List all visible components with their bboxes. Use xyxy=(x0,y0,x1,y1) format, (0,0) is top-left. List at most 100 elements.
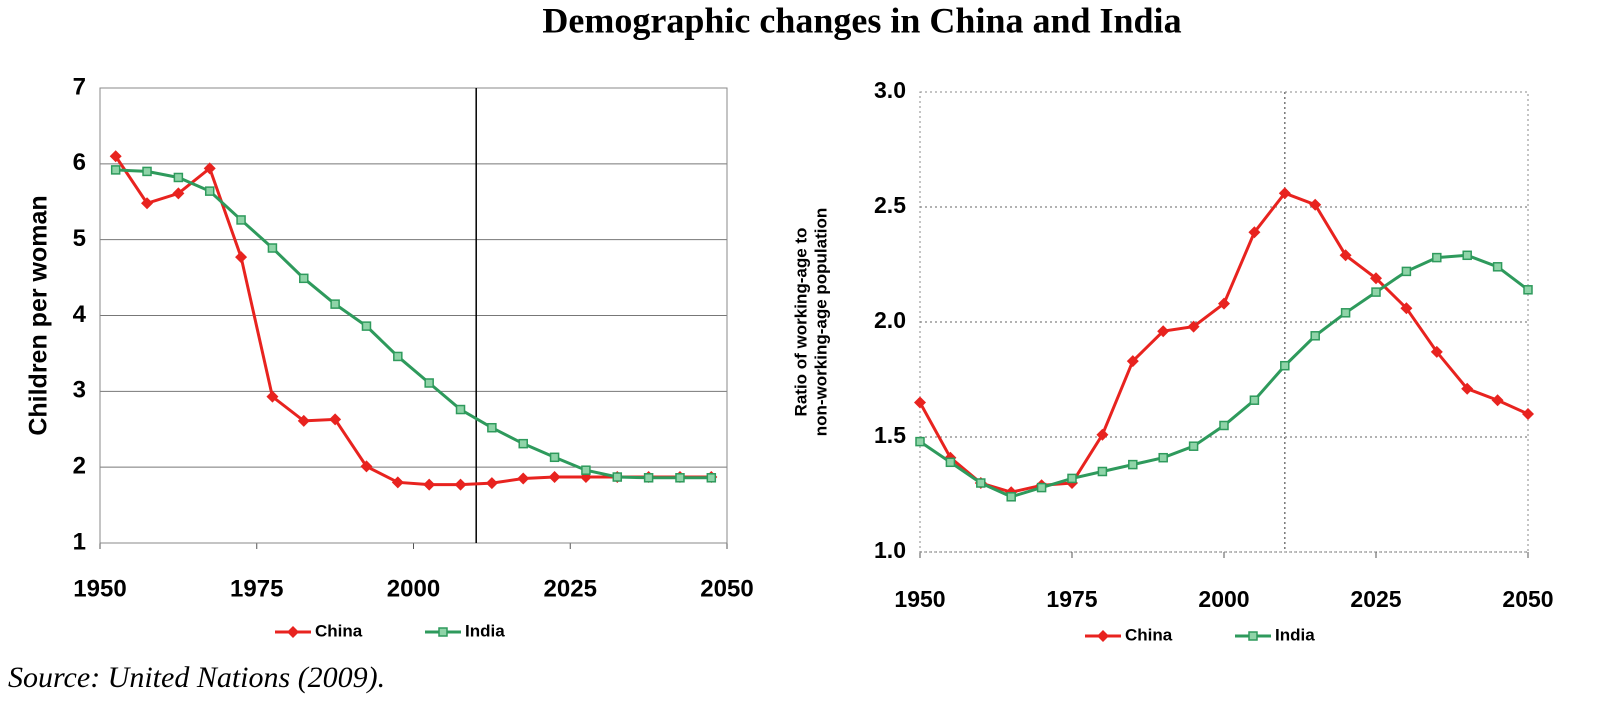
point-marker xyxy=(109,150,122,163)
x-tick-label: 2000 xyxy=(387,575,440,602)
point-marker xyxy=(424,378,434,388)
point-marker xyxy=(1462,250,1472,261)
y-tick-label: 3.0 xyxy=(874,77,906,103)
point-marker xyxy=(423,478,436,491)
series-line xyxy=(115,168,712,480)
point-marker xyxy=(1097,466,1108,477)
x-tick-label: 2000 xyxy=(1198,586,1249,612)
y-tick-label: 3 xyxy=(73,377,86,404)
point-marker xyxy=(1491,394,1504,407)
point-marker xyxy=(235,251,248,264)
legend-marker xyxy=(1248,631,1258,641)
point-marker xyxy=(487,422,497,433)
point-marker xyxy=(172,187,185,200)
point-marker xyxy=(1158,452,1168,463)
point-marker xyxy=(485,477,498,490)
point-marker xyxy=(299,273,309,284)
point-marker xyxy=(1126,355,1139,368)
point-marker xyxy=(1188,441,1199,451)
point-marker xyxy=(236,215,246,225)
source-note: Source: United Nations (2009). xyxy=(8,661,385,694)
point-marker xyxy=(1067,473,1077,484)
legend-marker-shape xyxy=(287,626,299,638)
point-marker xyxy=(173,172,184,183)
legend-label: China xyxy=(315,621,363,640)
x-tick-label: 2025 xyxy=(544,575,597,602)
point-marker xyxy=(643,473,654,483)
x-tick-label: 2025 xyxy=(1350,586,1401,612)
y-tick-label: 7 xyxy=(73,73,86,100)
point-marker xyxy=(110,165,121,175)
point-marker xyxy=(675,473,685,483)
point-marker xyxy=(204,186,215,196)
plot-frame xyxy=(99,87,728,544)
point-marker xyxy=(267,243,278,253)
y-tick-label: 6 xyxy=(73,149,86,176)
point-marker xyxy=(1310,331,1320,341)
x-tick-label: 1950 xyxy=(894,586,945,612)
y-tick-label: 1.0 xyxy=(874,537,906,563)
y-tick-label: 5 xyxy=(73,225,86,252)
x-tick-label: 1975 xyxy=(1046,586,1097,612)
y-axis-label: Ratio of working-age to xyxy=(791,228,810,417)
point-marker xyxy=(360,460,373,473)
point-marker xyxy=(297,414,310,427)
point-marker xyxy=(1371,287,1381,297)
point-marker xyxy=(915,436,925,447)
point-marker xyxy=(1187,320,1200,333)
point-marker xyxy=(1340,308,1351,318)
legend-marker-shape xyxy=(1097,630,1109,642)
point-marker xyxy=(1400,302,1413,315)
point-marker xyxy=(393,351,403,362)
point-marker xyxy=(1249,395,1260,405)
legend-label: China xyxy=(1125,625,1173,644)
point-marker xyxy=(548,471,561,484)
y-axis-label: Children per woman xyxy=(25,195,53,435)
point-marker xyxy=(1278,187,1291,200)
y-tick-label: 4 xyxy=(73,301,87,328)
point-marker xyxy=(1430,345,1443,358)
x-tick-label: 2050 xyxy=(700,575,753,602)
point-marker xyxy=(142,166,152,177)
point-marker xyxy=(391,476,404,489)
point-marker xyxy=(612,472,623,482)
point-marker xyxy=(1219,420,1229,431)
point-marker xyxy=(1036,482,1047,493)
point-marker xyxy=(266,390,279,403)
legend-marker-shape xyxy=(438,627,448,637)
point-marker xyxy=(1370,272,1382,285)
point-marker xyxy=(517,472,530,485)
x-tick-label: 1950 xyxy=(73,575,126,602)
y-tick-label: 1 xyxy=(73,528,86,555)
point-marker xyxy=(945,457,956,468)
point-marker xyxy=(706,473,717,483)
y-tick-label: 2 xyxy=(73,453,86,480)
point-marker xyxy=(1280,360,1290,371)
point-marker xyxy=(361,321,372,331)
point-marker xyxy=(454,478,467,491)
plot-frame xyxy=(919,91,1529,553)
point-marker xyxy=(1401,266,1412,277)
point-marker xyxy=(518,438,528,449)
y-axis-label: non-working-age population xyxy=(811,208,830,437)
x-tick-label: 2050 xyxy=(1502,586,1553,612)
point-marker xyxy=(1006,492,1016,502)
point-marker xyxy=(455,404,466,415)
point-marker xyxy=(1339,249,1352,262)
legend-marker xyxy=(438,627,448,637)
series-line xyxy=(919,253,1529,499)
legend-marker xyxy=(287,626,299,638)
point-marker xyxy=(203,162,216,175)
legend-marker-shape xyxy=(1248,631,1258,641)
series-line xyxy=(918,191,1529,494)
point-marker xyxy=(1432,252,1442,263)
y-tick-label: 1.5 xyxy=(874,422,906,448)
page-title: Demographic changes in China and India xyxy=(542,0,1181,40)
series-line xyxy=(114,155,712,487)
point-marker xyxy=(976,478,986,488)
point-marker xyxy=(1128,459,1138,470)
legend-label: India xyxy=(465,621,505,640)
point-marker xyxy=(1492,262,1503,272)
point-marker xyxy=(914,396,926,409)
